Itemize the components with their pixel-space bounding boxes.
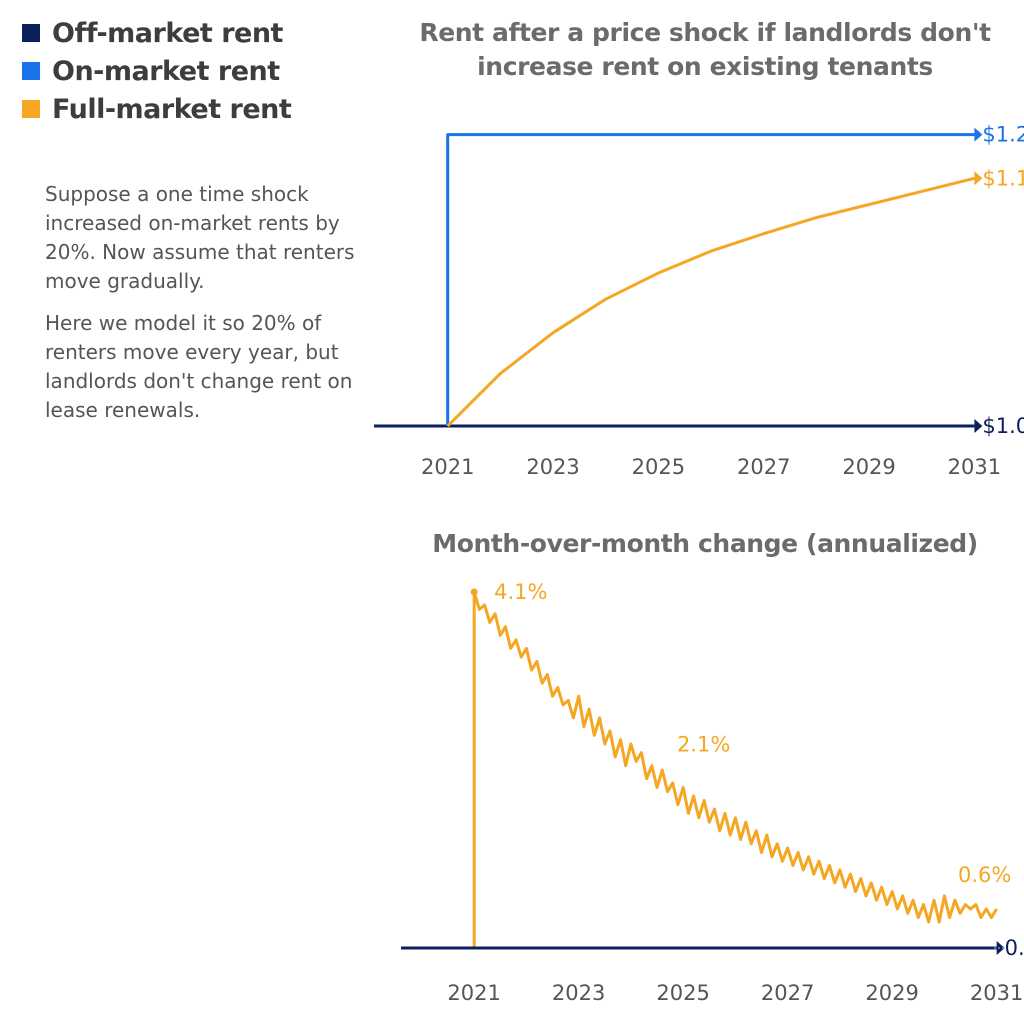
bottom-end-label-off-market-rent: 0.0% xyxy=(1005,936,1024,960)
bottom-annotation-label: 0.6% xyxy=(958,863,1011,887)
legend-swatch-off-market xyxy=(22,24,40,42)
bottom-x-tick-label: 2023 xyxy=(552,981,605,1005)
top-end-label-on-market-rent: $1.20K xyxy=(982,123,1024,147)
top-x-tick-label: 2023 xyxy=(526,455,579,479)
legend-label-full-market: Full-market rent xyxy=(52,93,292,125)
top-end-arrow-off-market-rent xyxy=(974,419,983,433)
legend-item-on-market: On-market rent xyxy=(22,52,291,90)
bottom-annotation-point xyxy=(470,588,478,596)
description-paragraph-1: Suppose a one time shock increased on-ma… xyxy=(45,182,355,293)
bottom-x-tick-label: 2031 xyxy=(970,981,1023,1005)
top-series-line-on-market-rent xyxy=(446,133,975,426)
top-end-arrow-full-market-rent xyxy=(974,171,983,186)
top-x-tick-label: 2027 xyxy=(737,455,790,479)
top-end-label-off-market-rent: $1.00K xyxy=(982,414,1024,438)
legend: Off-market rent On-market rent Full-mark… xyxy=(22,14,292,128)
legend-swatch-full-market xyxy=(22,100,40,118)
top-end-arrow-on-market-rent xyxy=(974,127,983,142)
legend-label-on-market: On-market rent xyxy=(52,55,280,87)
top-series-line-full-market-rent xyxy=(446,176,975,428)
bottom-series-line-full-market-rent xyxy=(472,590,998,948)
top-end-label-full-market-rent: $1.17K xyxy=(982,166,1024,190)
top-x-tick-label: 2031 xyxy=(948,455,1001,479)
bottom-x-tick-label: 2021 xyxy=(447,981,500,1005)
bottom-x-tick-label: 2029 xyxy=(865,981,918,1005)
legend-label-off-market: Off-market rent xyxy=(52,17,283,49)
legend-swatch-on-market xyxy=(22,62,40,80)
top-x-tick-label: 2021 xyxy=(421,455,474,479)
bottom-x-tick-label: 2025 xyxy=(656,981,709,1005)
bottom-annotation-label: 2.1% xyxy=(677,733,730,757)
bottom-annotation-label: 4.1% xyxy=(494,580,547,604)
description: Suppose a one time shock increased on-ma… xyxy=(45,180,365,438)
top-chart-title: Rent after a price shock if landlords do… xyxy=(419,18,991,81)
top-x-tick-label: 2029 xyxy=(842,455,895,479)
bottom-chart-title: Month-over-month change (annualized) xyxy=(432,529,978,558)
legend-item-off-market: Off-market rent xyxy=(22,14,291,52)
bottom-end-arrow-off-market-rent xyxy=(996,941,1005,955)
description-paragraph-2: Here we model it so 20% of renters move … xyxy=(45,311,353,422)
legend-item-full-market: Full-market rent xyxy=(22,90,292,128)
top-x-tick-label: 2025 xyxy=(632,455,685,479)
bottom-x-tick-label: 2027 xyxy=(761,981,814,1005)
